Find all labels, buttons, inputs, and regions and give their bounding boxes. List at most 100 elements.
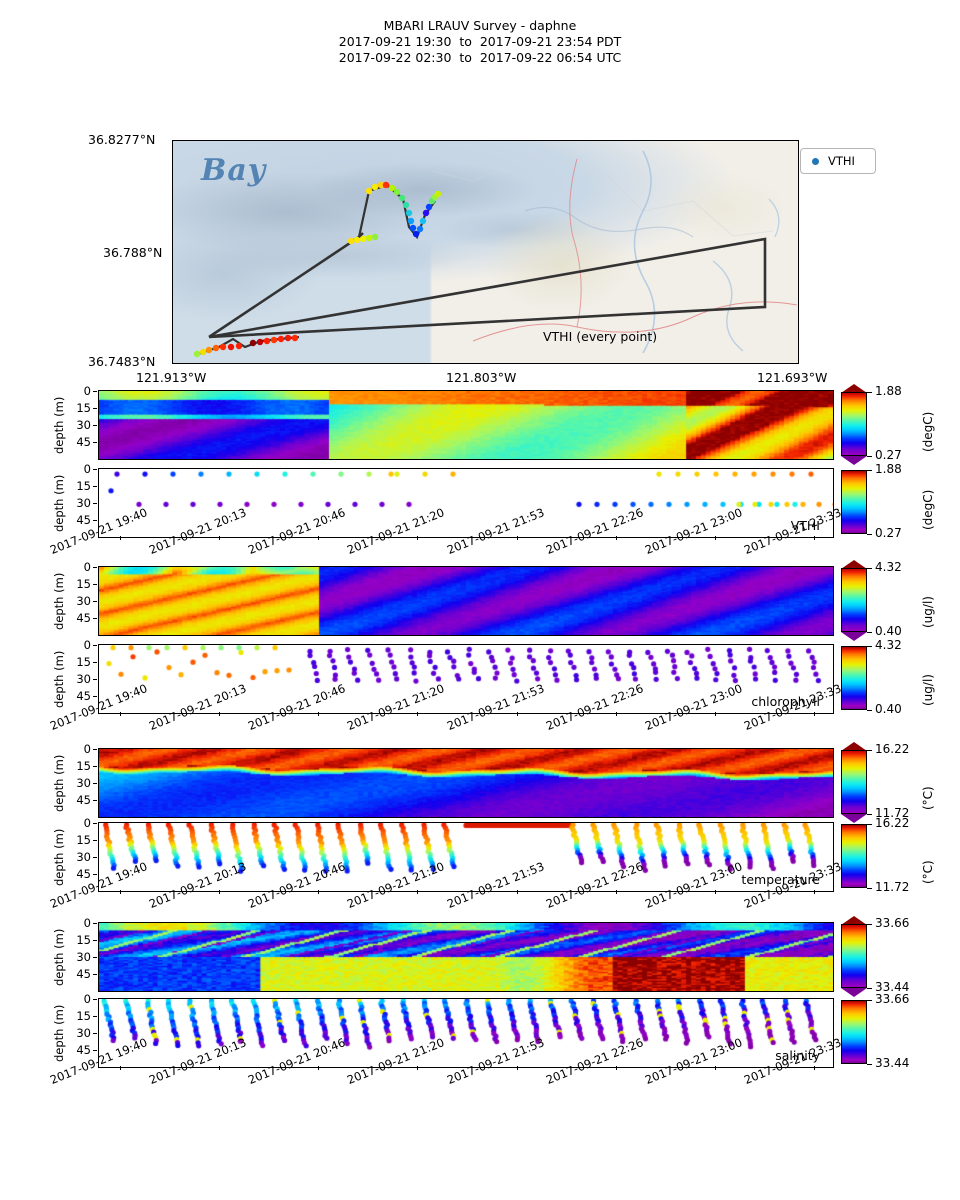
depth-tick-45: 45: [76, 793, 91, 808]
colorbar-gradient: [841, 1000, 867, 1064]
vthi-scatter-panel[interactable]: [98, 468, 834, 538]
depth-tick-15: 15: [76, 833, 91, 848]
depth-tick-mark: [93, 823, 97, 825]
depth-tick-45: 45: [76, 611, 91, 626]
time-tick-mark: [219, 536, 221, 540]
page-title: MBARI LRAUV Survey - daphne 2017-09-21 1…: [0, 18, 960, 66]
depth-tick-30: 30: [76, 1026, 91, 1041]
depth-tick-mark: [93, 503, 97, 505]
depth-tick-mark: [93, 696, 97, 698]
time-tick-mark: [318, 712, 320, 716]
chlorophyll-units-label: (ug/l): [921, 674, 935, 706]
depth-tick-30: 30: [76, 776, 91, 791]
depth-tick-mark: [93, 923, 97, 925]
depth-tick-0: 0: [83, 638, 91, 653]
depth-tick-30: 30: [76, 594, 91, 609]
depth-tick-mark: [93, 584, 97, 586]
depth-tick-30: 30: [76, 496, 91, 511]
depth-tick-mark: [93, 999, 97, 1001]
colorbar-extend-min-icon: [841, 632, 867, 641]
depth-tick-15: 15: [76, 577, 91, 592]
temperature-units-label: (°C): [921, 786, 935, 810]
colorbar-extend-max-icon: [841, 742, 867, 751]
colorbar-gradient: [841, 568, 867, 632]
map-lon-tick-left: 121.913°W: [136, 370, 207, 385]
temperature-scatter-panel[interactable]: [98, 822, 834, 892]
salinity-panel-label: salinity: [775, 1048, 820, 1063]
depth-tick-30: 30: [76, 672, 91, 687]
depth-tick-mark: [93, 957, 97, 959]
time-tick-mark: [120, 890, 121, 894]
vthi-contour-panel[interactable]: [98, 390, 834, 460]
depth-tick-0: 0: [83, 462, 91, 477]
time-tick-mark: [318, 1066, 320, 1070]
depth-tick-45: 45: [76, 967, 91, 982]
time-tick-mark: [714, 536, 716, 540]
depth-tick-30: 30: [76, 850, 91, 865]
colorbar-vmin-label: 0.27: [875, 448, 902, 462]
colorbar-extend-max-icon: [841, 916, 867, 925]
time-tick-mark: [615, 712, 617, 716]
depth-tick-0: 0: [83, 742, 91, 757]
time-tick-mark: [516, 536, 518, 540]
survey-map[interactable]: Bay VTHI (every point): [172, 140, 799, 364]
colorbar-tick-mark: [867, 750, 872, 751]
depth-tick-mark: [93, 520, 97, 522]
time-tick-mark: [516, 712, 518, 716]
depth-tick-mark: [93, 783, 97, 785]
depth-tick-mark: [93, 645, 97, 647]
chlorophyll-scatter-panel[interactable]: [98, 644, 834, 714]
salinity-scatter-panel[interactable]: [98, 998, 834, 1068]
colorbar-tick-mark: [867, 988, 872, 989]
map-vector-layer: [193, 150, 798, 358]
time-tick-mark: [120, 536, 121, 540]
depth-tick-mark: [93, 601, 97, 603]
depth-tick-mark: [93, 1050, 97, 1052]
colorbar-vmax-label: 16.22: [875, 742, 910, 756]
colorbar-vmax-label: 1.88: [875, 384, 902, 398]
colorbar-tick-mark: [867, 710, 872, 711]
colorbar-gradient: [841, 470, 867, 534]
colorbar-gradient: [841, 750, 867, 814]
vthi-contour-canvas: [99, 391, 833, 459]
salinity-contour-panel[interactable]: [98, 922, 834, 992]
depth-tick-mark: [93, 840, 97, 842]
map-legend-label: VTHI: [828, 154, 855, 168]
chlorophyll-contour-panel[interactable]: [98, 566, 834, 636]
colorbar-extend-min-icon: [841, 814, 867, 823]
time-tick-mark: [417, 712, 419, 716]
depth-tick-0: 0: [83, 992, 91, 1007]
temperature-contour-panel[interactable]: [98, 748, 834, 818]
temperature-contour-canvas: [99, 749, 833, 817]
time-tick-mark: [120, 1066, 121, 1070]
depth-axis-label: depth (m): [52, 1004, 66, 1062]
depth-tick-mark: [93, 974, 97, 976]
map-lon-tick-right: 121.693°W: [757, 370, 828, 385]
colorbar-vmin-label: 11.72: [875, 880, 910, 894]
depth-tick-mark: [93, 679, 97, 681]
salinity-contour-canvas: [99, 923, 833, 991]
colorbar-extend-max-icon: [841, 560, 867, 569]
temperature-panel-label: temperature: [741, 872, 820, 887]
depth-tick-45: 45: [76, 435, 91, 450]
map-legend[interactable]: VTHI: [800, 148, 876, 174]
depth-tick-45: 45: [76, 513, 91, 528]
chlorophyll-units-label: (ug/l): [921, 596, 935, 628]
depth-tick-0: 0: [83, 816, 91, 831]
depth-axis-label: depth (m): [52, 650, 66, 708]
colorbar-tick-mark: [867, 814, 872, 815]
colorbar-tick-mark: [867, 646, 872, 647]
colorbar-gradient: [841, 924, 867, 988]
colorbar-vmax-label: 33.66: [875, 916, 910, 930]
colorbar-vmax-label: 4.32: [875, 638, 902, 652]
colorbar-tick-mark: [867, 392, 872, 393]
depth-tick-30: 30: [76, 418, 91, 433]
time-tick-mark: [219, 1066, 221, 1070]
depth-tick-mark: [93, 874, 97, 876]
depth-tick-15: 15: [76, 759, 91, 774]
depth-axis-label: depth (m): [52, 828, 66, 886]
colorbar-tick-mark: [867, 470, 872, 471]
map-lat-tick-bottom: 36.7483°N: [88, 354, 156, 369]
time-tick-mark: [814, 712, 815, 716]
vthi-units-label: (degC): [921, 411, 935, 452]
